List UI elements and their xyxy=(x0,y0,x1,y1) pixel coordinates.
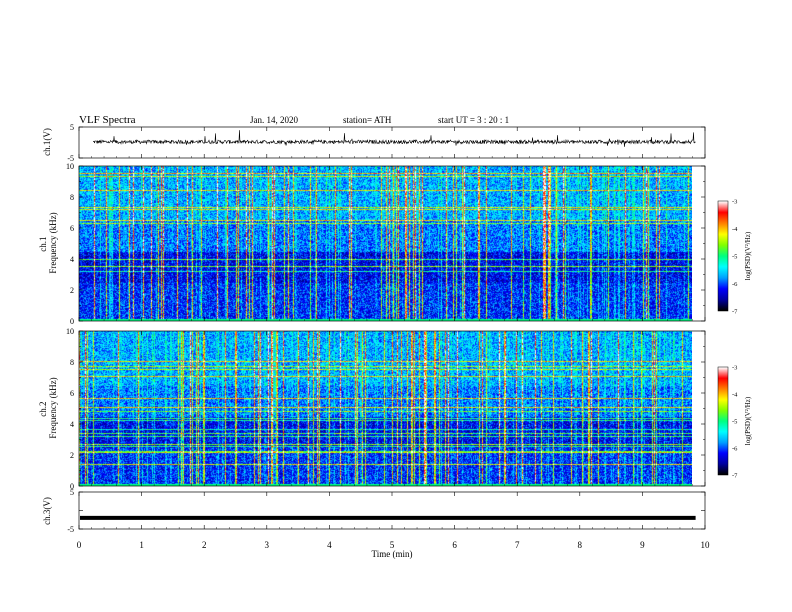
colorbar-tick-label: -3 xyxy=(732,365,737,372)
ch1-spectrogram-image xyxy=(79,166,692,321)
ch3-waveform-ylabel: ch.3(V) xyxy=(42,497,52,525)
x-tick-label: 9 xyxy=(640,540,645,550)
colorbar-tick-label: -4 xyxy=(732,392,738,399)
y-tick-label: 2 xyxy=(70,451,74,460)
ch1-spectrogram-ylabel: ch.1 Frequency (kHz) xyxy=(38,212,58,273)
y-tick-label: 4 xyxy=(70,420,74,429)
x-tick-label: 0 xyxy=(77,540,82,550)
x-tick-label: 6 xyxy=(452,540,457,550)
ch2-spectrogram-ylabel-line1: ch.2 xyxy=(38,402,48,417)
y-tick-label: 2 xyxy=(70,286,74,295)
colorbar-tick-label: -7 xyxy=(732,309,738,316)
colorbar-tick-label: -5 xyxy=(732,254,737,261)
figure-date: Jan. 14, 2020 xyxy=(250,115,298,125)
x-tick-label: 1 xyxy=(139,540,144,550)
x-tick-label: 3 xyxy=(265,540,270,550)
x-tick-label: 2 xyxy=(202,540,207,550)
ch2-spectrogram-ylabel: ch.2 Frequency (kHz) xyxy=(38,377,58,438)
y-tick-label: 0 xyxy=(70,482,74,491)
y-tick-label: -5 xyxy=(67,154,74,163)
x-tick-label: 4 xyxy=(327,540,332,550)
colorbar-tick-label: -4 xyxy=(732,226,738,233)
figure-station: station= ATH xyxy=(343,115,392,125)
y-tick-label: 6 xyxy=(70,389,74,398)
ch1-colorbar-label: log(PSD)(V²/Hz) xyxy=(744,231,752,280)
ch1-spectrogram-ylabel-line2: Frequency (kHz) xyxy=(48,212,58,273)
colorbar-tick-label: -7 xyxy=(732,473,738,480)
ch1-colorbar xyxy=(718,201,728,311)
x-tick-label: 10 xyxy=(701,540,711,550)
y-tick-label: 10 xyxy=(66,162,74,171)
colorbar-tick-label: -6 xyxy=(732,446,738,453)
y-tick-label: 5 xyxy=(70,488,74,497)
x-tick-label: 8 xyxy=(578,540,583,550)
x-tick-label: 7 xyxy=(515,540,520,550)
x-tick-label: 5 xyxy=(390,540,395,550)
colorbar-tick-label: -5 xyxy=(732,419,737,426)
y-tick-label: 5 xyxy=(70,123,74,132)
time-axis: 0 1 2 3 4 5 6 7 8 9 10 xyxy=(77,127,710,550)
ch2-spectrogram-ylabel-line2: Frequency (kHz) xyxy=(48,377,58,438)
colorbar-tick-label: -6 xyxy=(732,281,738,288)
y-tick-label: 0 xyxy=(70,317,74,326)
ch1-spectrogram-ylabel-line1: ch.1 xyxy=(38,237,48,252)
y-tick-label: 4 xyxy=(70,255,74,264)
figure-title: VLF Spectra xyxy=(79,114,136,126)
y-tick-label: 8 xyxy=(70,358,74,367)
ch1-waveform-line xyxy=(92,130,696,147)
ch2-colorbar xyxy=(718,367,728,475)
ch2-colorbar-label: log(PSD)(V²/Hz) xyxy=(744,396,752,445)
y-tick-label: 8 xyxy=(70,193,74,202)
y-tick-label: 10 xyxy=(66,327,74,336)
time-axis-label: Time (min) xyxy=(372,549,413,559)
y-tick-label: 6 xyxy=(70,224,74,233)
ch1-waveform-ylabel: ch.1(V) xyxy=(42,128,52,156)
ch2-spectrogram-image xyxy=(79,331,692,486)
figure-start-ut: start UT = 3 : 20 : 1 xyxy=(438,115,509,125)
colorbar-tick-label: -3 xyxy=(732,199,737,206)
y-tick-label: -5 xyxy=(67,525,74,534)
